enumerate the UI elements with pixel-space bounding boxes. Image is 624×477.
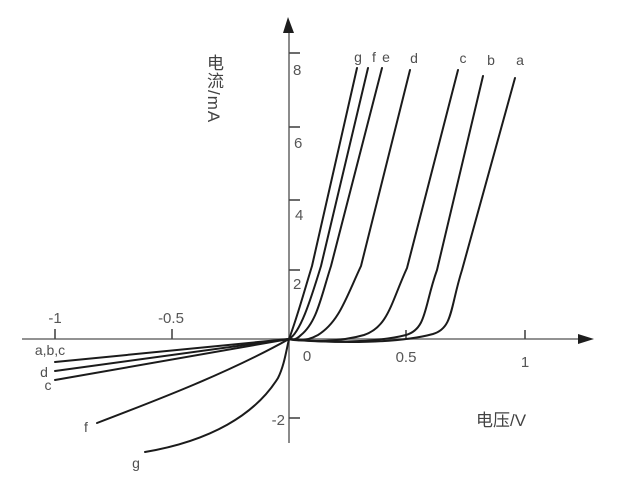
- curve-label-d: d: [410, 50, 418, 66]
- curve-d: [54, 69, 411, 372]
- y-tick-label-8: 8: [293, 62, 301, 79]
- reverse-label-f: f: [84, 419, 88, 435]
- y-tick-label-neg2: -2: [272, 412, 285, 429]
- x-tick-label-1: 1: [521, 354, 529, 371]
- x-tick-label-neg05: -0.5: [158, 310, 184, 327]
- curve-label-a: a: [516, 52, 524, 68]
- curve-label-c: c: [460, 50, 467, 66]
- curve-label-b: b: [487, 52, 495, 68]
- y-axis-title: 电流/mA: [204, 54, 223, 124]
- x-tick-label-05: 0.5: [396, 349, 417, 366]
- y-tick-label-2: 2: [293, 276, 301, 293]
- curve-g: [144, 67, 358, 453]
- x-axis-arrow-icon: [578, 334, 594, 344]
- reverse-label-g: g: [132, 455, 140, 471]
- y-tick-label-6: 6: [294, 135, 302, 152]
- curve-label-f: f: [372, 49, 376, 65]
- curve-label-g: g: [354, 49, 362, 65]
- x-tick-label-neg1: -1: [48, 310, 61, 327]
- y-tick-label-4: 4: [295, 207, 303, 224]
- curve-e: [54, 67, 383, 381]
- x-axis-title: 电压/V: [476, 411, 527, 430]
- curve-f: [96, 67, 369, 424]
- curve-label-e: e: [382, 49, 390, 65]
- curve-a: [54, 77, 516, 363]
- x-tick-label-0: 0: [303, 348, 311, 365]
- reverse-label-abc: a,b,c: [35, 342, 65, 358]
- reverse-label-c: c: [45, 377, 52, 393]
- reverse-label-d: d: [40, 364, 48, 380]
- curve-c: [288, 69, 459, 342]
- y-axis-arrow-icon: [283, 17, 294, 33]
